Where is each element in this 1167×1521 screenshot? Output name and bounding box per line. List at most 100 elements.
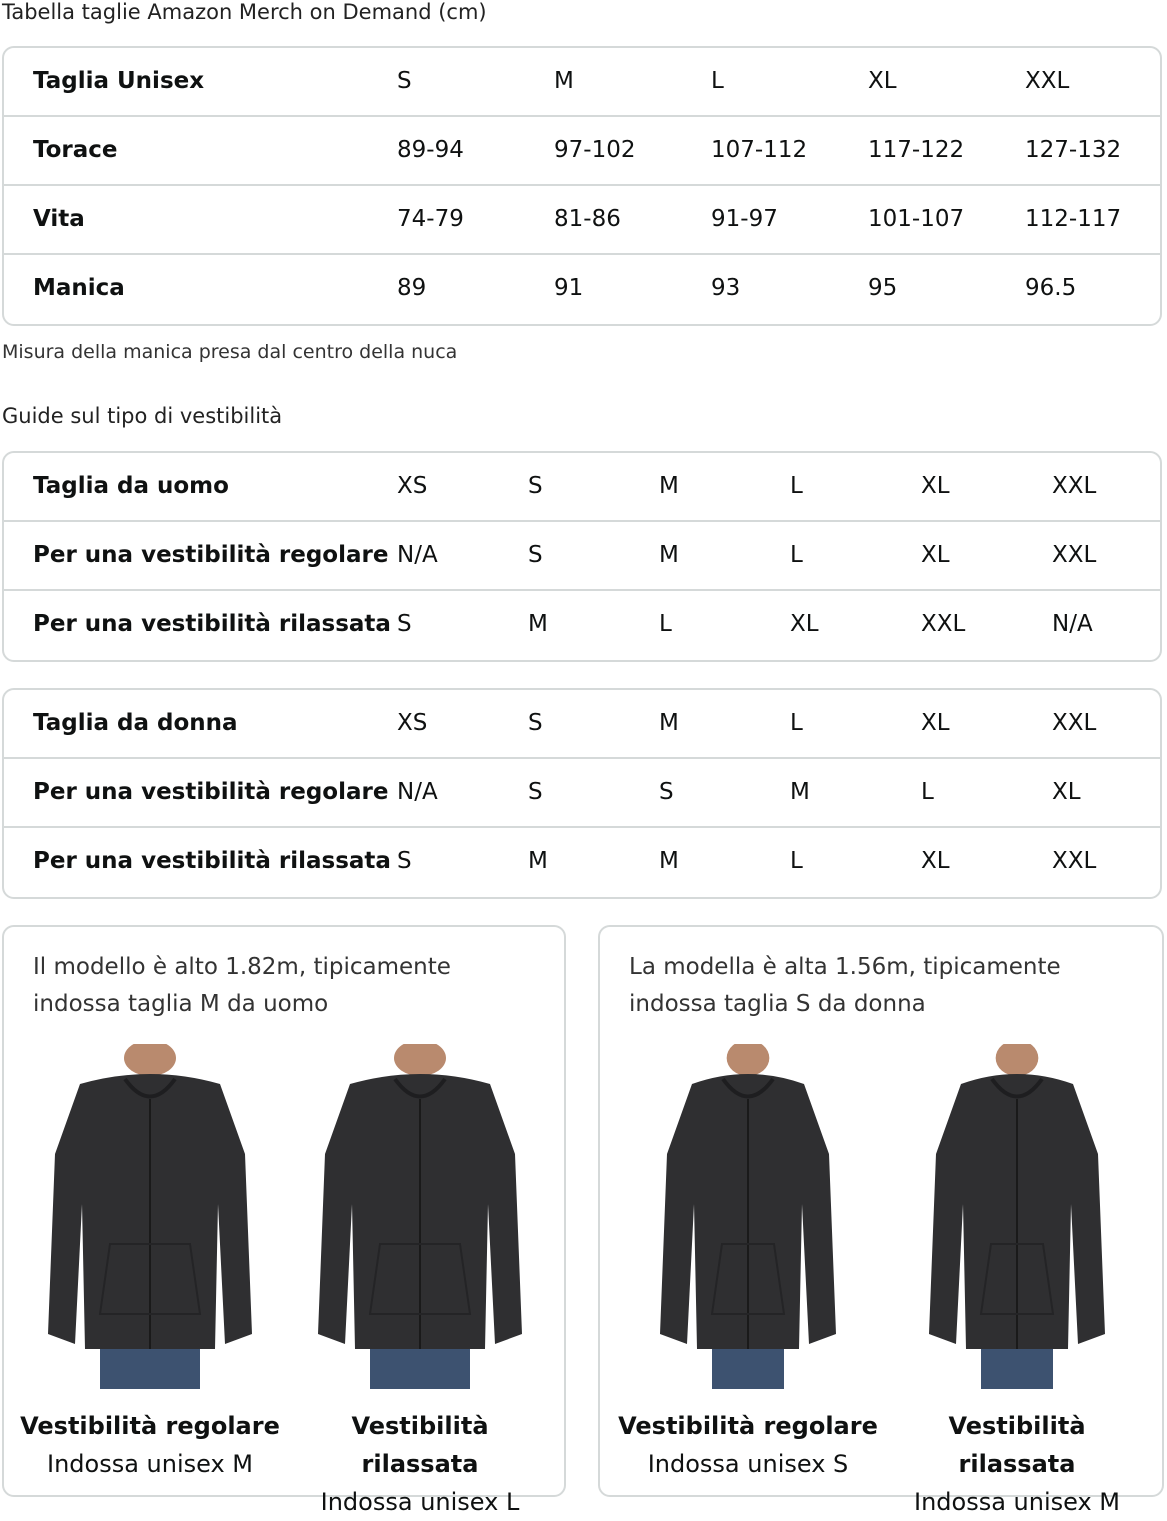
fit-caption: Vestibilità rilassata Indossa unisex L	[290, 1407, 550, 1521]
size-worn: Indossa unisex M	[913, 1488, 1121, 1516]
table-cell: 74-79	[397, 206, 464, 232]
table-cell: 93	[711, 275, 741, 301]
table-cell: S	[528, 710, 543, 736]
table-cell: 112-117	[1025, 206, 1122, 232]
table-cell: L	[921, 779, 934, 805]
men-size-table: Taglia da uomo XS S M L XL XXL Per una vestibil…	[2, 451, 1162, 662]
table-row: Vita 74-79 81-86 91-97 101-107 112-117	[4, 186, 1160, 255]
fit-guide-title: Guide sul tipo di vestibilità	[2, 404, 283, 428]
table-cell: S	[397, 611, 412, 637]
row-label: Per una vestibilità regolare	[33, 542, 389, 568]
table-cell: M	[659, 848, 679, 874]
table-cell: M	[790, 779, 810, 805]
table-row: Per una vestibilità rilassata S M M L XL XXL	[4, 828, 1160, 897]
table-cell: XXL	[1025, 68, 1070, 94]
table-cell: S	[397, 68, 412, 94]
table-cell: 91-97	[711, 206, 778, 232]
fit-caption: Vestibilità regolare Indossa unisex S	[618, 1407, 878, 1483]
table-cell: XXL	[1052, 710, 1097, 736]
fit-caption: Vestibilità regolare Indossa unisex M	[20, 1407, 280, 1483]
table-cell: N/A	[397, 542, 438, 568]
model-card-women: La modella è alta 1.56m, tipicamente indo…	[598, 925, 1164, 1516]
fit-caption: Vestibilità rilassata Indossa unisex M	[887, 1407, 1147, 1521]
fit-label: Vestibilità regolare	[618, 1412, 878, 1440]
table-cell: 127-132	[1025, 137, 1122, 163]
table-row: Per una vestibilità regolare N/A S M L XL XXL	[4, 522, 1160, 591]
table-cell: XL	[1052, 779, 1081, 805]
hoodie-model-photo	[40, 1040, 260, 1389]
table-cell: 107-112	[711, 137, 808, 163]
table-cell: XXL	[1052, 473, 1097, 499]
size-worn: Indossa unisex S	[647, 1450, 849, 1478]
table-cell: XL	[921, 710, 950, 736]
table-cell: S	[528, 779, 543, 805]
table-cell: L	[711, 68, 724, 94]
row-label: Torace	[33, 137, 118, 163]
row-label: Per una vestibilità rilassata	[33, 848, 391, 874]
table-cell: XXL	[1052, 848, 1097, 874]
women-size-table: Taglia da donna XS S M L XL XXL Per una vestibi…	[2, 688, 1162, 899]
table-cell: XL	[921, 542, 950, 568]
table-cell: S	[659, 779, 674, 805]
table-cell: XXL	[921, 611, 966, 637]
table-cell: M	[659, 710, 679, 736]
fit-label: Vestibilità rilassata	[948, 1412, 1086, 1478]
unisex-size-table: Taglia Unisex S M L XL XXL Torace 89-94 97-102 10…	[2, 46, 1162, 326]
table-cell: 81-86	[554, 206, 621, 232]
table-cell: M	[659, 473, 679, 499]
size-worn: Indossa unisex M	[46, 1450, 254, 1478]
table-cell: 91	[554, 275, 584, 301]
table-cell: XS	[397, 473, 428, 499]
row-label: Per una vestibilità regolare	[33, 779, 389, 805]
hoodie-model-photo	[907, 1040, 1127, 1389]
table-cell: 101-107	[868, 206, 965, 232]
table-row: Torace 89-94 97-102 107-112 117-122 127-132	[4, 117, 1160, 186]
row-label: Per una vestibilità rilassata	[33, 611, 391, 637]
table-cell: L	[790, 473, 803, 499]
table-cell: XL	[868, 68, 897, 94]
table-cell: XXL	[1052, 542, 1097, 568]
row-label: Vita	[33, 206, 85, 232]
model-description: Il modello è alto 1.82m, tipicamente indo…	[33, 949, 451, 1023]
fit-label: Vestibilità rilassata	[351, 1412, 489, 1478]
table-row: Manica 89 91 93 95 96.5	[4, 255, 1160, 324]
sleeve-note: Misura della manica presa dal centro del…	[2, 341, 458, 363]
table-cell: XL	[921, 473, 950, 499]
fit-label: Vestibilità regolare	[20, 1412, 280, 1440]
table-cell: 97-102	[554, 137, 636, 163]
table-cell: XS	[397, 710, 428, 736]
hoodie-model-photo	[310, 1040, 530, 1389]
table-cell: 117-122	[868, 137, 965, 163]
table-cell: XL	[921, 848, 950, 874]
description-line: indossa taglia S da donna	[629, 991, 926, 1017]
table-cell: XL	[790, 611, 819, 637]
table-cell: M	[528, 848, 548, 874]
table-row: Taglia da uomo XS S M L XL XXL	[4, 453, 1160, 522]
table-cell: 96.5	[1025, 275, 1077, 301]
description-line: indossa taglia M da uomo	[33, 991, 329, 1017]
hoodie-model-photo	[638, 1040, 858, 1389]
table-cell: L	[790, 710, 803, 736]
row-label: Taglia Unisex	[33, 68, 205, 94]
table-cell: M	[659, 542, 679, 568]
table-cell: 89	[397, 275, 427, 301]
table-cell: 95	[868, 275, 898, 301]
table-cell: M	[554, 68, 574, 94]
row-label: Taglia da donna	[33, 710, 238, 736]
row-label: Taglia da uomo	[33, 473, 229, 499]
table-cell: M	[528, 611, 548, 637]
page-title: Tabella taglie Amazon Merch on Demand (c…	[2, 0, 487, 24]
size-worn: Indossa unisex L	[320, 1488, 520, 1516]
table-cell: S	[397, 848, 412, 874]
table-cell: L	[659, 611, 672, 637]
table-row: Per una vestibilità rilassata S M L XL XXL N/A	[4, 591, 1160, 660]
table-row: Per una vestibilità regolare N/A S S M L XL	[4, 759, 1160, 828]
table-row: Taglia da donna XS S M L XL XXL	[4, 690, 1160, 759]
model-card-men: Il modello è alto 1.82m, tipicamente indo…	[2, 925, 566, 1516]
table-cell: L	[790, 542, 803, 568]
description-line: Il modello è alto 1.82m, tipicamente	[33, 954, 451, 980]
table-cell: L	[790, 848, 803, 874]
table-row: Taglia Unisex S M L XL XXL	[4, 48, 1160, 117]
table-cell: 89-94	[397, 137, 464, 163]
model-description: La modella è alta 1.56m, tipicamente indo…	[629, 949, 1061, 1023]
